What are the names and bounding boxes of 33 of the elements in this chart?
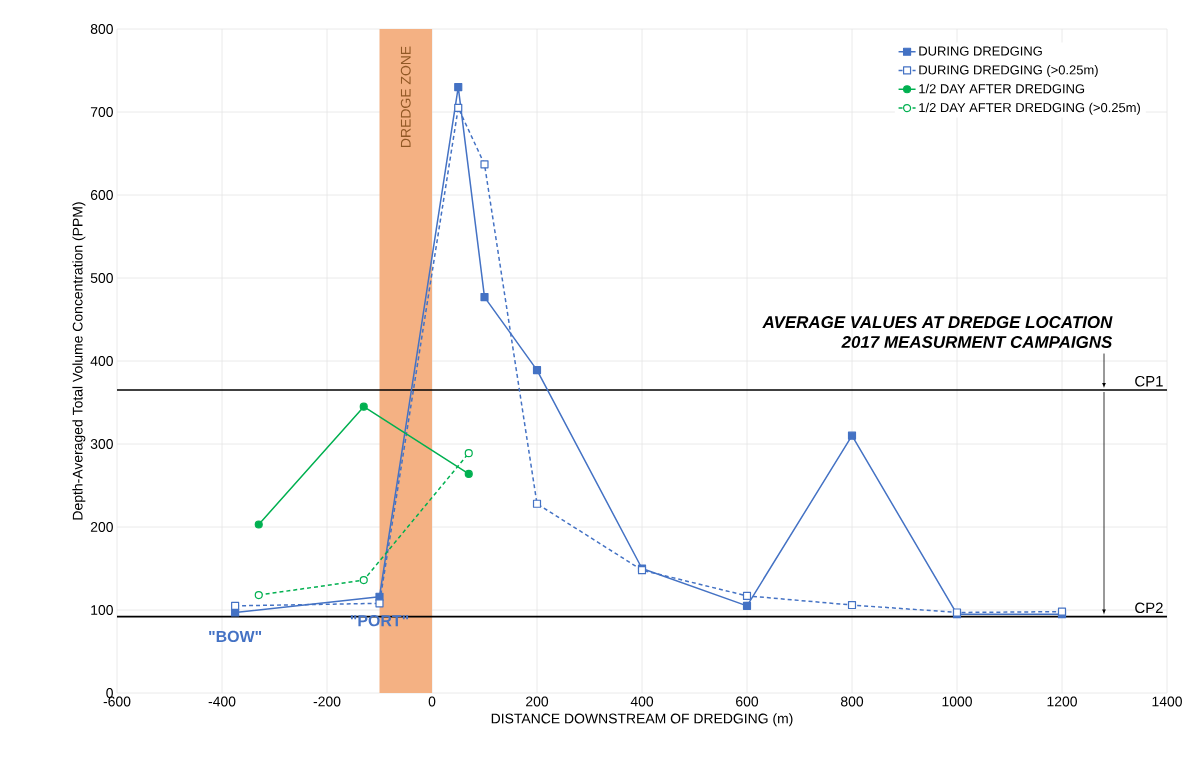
x-tick-label: 200: [526, 696, 549, 707]
annotation: 2017 MEASURMENT CAMPAIGNS: [841, 336, 1113, 349]
y-tick-label: 600: [90, 190, 113, 200]
y-tick-label: 200: [90, 522, 113, 532]
x-tick-label: 1200: [1047, 696, 1077, 707]
y-axis-title: Depth-Averaged Total Volume Concentration (PPM): [72, 202, 86, 520]
y-tick-label: 500: [90, 273, 113, 283]
band-label: DREDGE ZONE: [400, 46, 411, 147]
x-tick-label: 600: [736, 696, 759, 707]
ref-line-label: CP1: [1135, 375, 1163, 387]
annotation: "BOW": [209, 630, 262, 643]
y-tick-label: 300: [90, 439, 113, 449]
y-tick-label: 0: [106, 688, 113, 698]
x-tick-label: 1400: [1152, 696, 1182, 707]
y-tick-label: 100: [91, 605, 113, 615]
x-tick-label: 800: [840, 696, 864, 707]
annotation: AVERAGE VALUES AT DREDGE LOCATION: [762, 316, 1113, 329]
x-tick-label: 400: [630, 696, 654, 707]
y-tick-label: 800: [90, 24, 113, 34]
x-tick-label: 1000: [942, 696, 972, 707]
x-tick-label: -600: [103, 696, 131, 707]
ref-line-label: CP2: [1135, 602, 1163, 614]
y-tick-label: 700: [90, 107, 113, 117]
x-tick-label: -200: [313, 696, 341, 707]
legend-label: 1/2 DAY AFTER DREDGING: [919, 83, 1085, 94]
legend-label: DURING DREDGING (>0.25m): [919, 64, 1098, 78]
x-tick-label: -400: [208, 696, 236, 707]
x-tick-label: 0: [428, 696, 436, 707]
legend-label: DURING DREDGING: [919, 46, 1042, 56]
x-axis-title: DISTANCE DOWNSTREAM OF DREDGING (m): [491, 713, 793, 727]
y-tick-label: 400: [90, 356, 113, 366]
annotation: "PORT": [350, 615, 409, 627]
legend-label: 1/2 DAY AFTER DREDGING (>0.25m): [919, 102, 1141, 115]
